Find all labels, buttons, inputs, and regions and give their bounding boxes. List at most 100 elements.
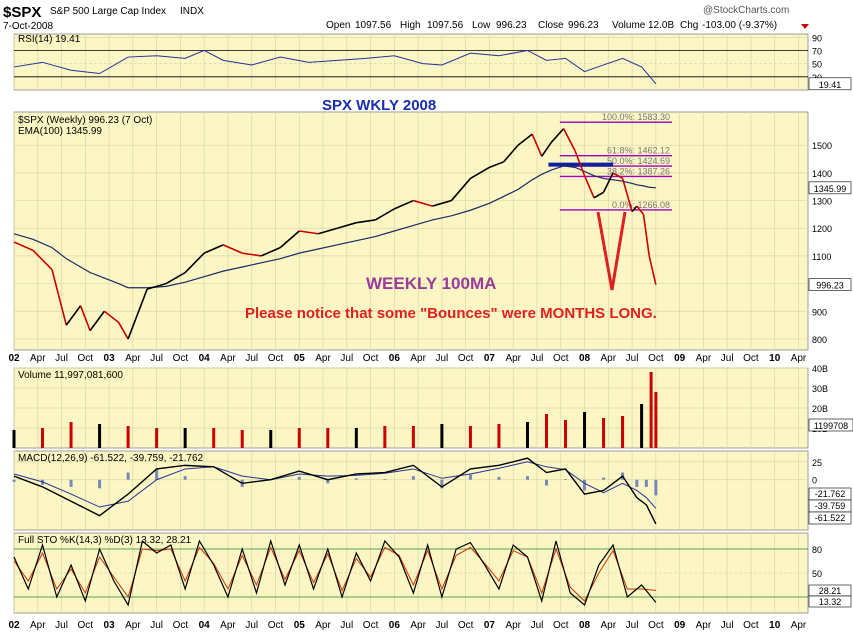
marks-layer: 02 02 Apr Apr Jul Jul Oct Oct 03 03 Apr Apr Jul Jul Oc… bbox=[8, 33, 853, 631]
price-last-value: 996.23 bbox=[816, 281, 844, 291]
price-panel bbox=[13, 111, 809, 351]
x-tick-label-sto: Oct bbox=[458, 620, 474, 631]
price-series-segment bbox=[146, 282, 167, 290]
x-tick-label-sto: Apr bbox=[505, 620, 521, 631]
volume-bar bbox=[621, 416, 625, 448]
x-tick-label-sto: 07 bbox=[484, 620, 496, 631]
volume-bar bbox=[326, 428, 330, 448]
rsi-last-value-box bbox=[808, 77, 852, 91]
x-tick-label-price: Jul bbox=[626, 353, 639, 364]
annotation-title: SPX WKLY 2008 bbox=[322, 97, 436, 114]
rsi-label: RSI(14) 19.41 bbox=[18, 34, 81, 45]
volume-bar bbox=[602, 418, 606, 448]
volume-bar bbox=[440, 424, 444, 448]
x-tick-label-price: 10 bbox=[769, 353, 781, 364]
macd-label: MACD(12,26,9) -61.522, -39.759, -21.762 bbox=[18, 453, 204, 464]
x-tick-label-sto: 06 bbox=[389, 620, 401, 631]
chg-label: Chg bbox=[680, 20, 698, 31]
macd-histogram-bar bbox=[98, 479, 102, 489]
macd-histogram-bar bbox=[326, 479, 330, 484]
x-tick-label-sto: 08 bbox=[579, 620, 591, 631]
volume-bar bbox=[240, 430, 244, 448]
x-tick-label-price: Apr bbox=[791, 353, 807, 364]
x-tick-label-price: Oct bbox=[648, 353, 664, 364]
x-tick-label-sto: Apr bbox=[315, 620, 331, 631]
price-series-segment bbox=[574, 150, 586, 176]
price-tick-label: 900 bbox=[812, 307, 827, 317]
x-tick-label-price: Apr bbox=[410, 353, 426, 364]
volume-label: Volume bbox=[612, 20, 646, 31]
high-value: 1097.56 bbox=[427, 20, 464, 31]
macd-histogram-bar bbox=[440, 479, 444, 489]
x-tick-label-sto: Oct bbox=[553, 620, 569, 631]
volume-bar bbox=[183, 428, 187, 448]
ema-last-value: 1345.99 bbox=[814, 184, 847, 194]
high-label: High bbox=[400, 20, 421, 31]
macd-histogram-bar bbox=[468, 474, 472, 480]
price-series-segment bbox=[394, 199, 414, 210]
volume-last-value-box bbox=[808, 418, 853, 432]
volume-bar bbox=[41, 428, 45, 448]
x-tick-label-sto: Jul bbox=[150, 620, 163, 631]
x-tick-label-sto: Oct bbox=[78, 620, 94, 631]
ema-last-value-box bbox=[808, 181, 852, 195]
x-tick-label-price: 05 bbox=[294, 353, 306, 364]
x-tick-label-sto: 02 bbox=[8, 620, 20, 631]
macd-panel bbox=[13, 450, 809, 531]
volume-bar bbox=[468, 426, 472, 448]
price-series-segment bbox=[612, 172, 623, 180]
fib-label: 61.8%: 1462.12 bbox=[607, 146, 670, 156]
volume-bar bbox=[98, 424, 102, 448]
price-series-segment bbox=[503, 144, 519, 163]
x-tick-label-sto: Jul bbox=[531, 620, 544, 631]
x-tick-label-sto: Jul bbox=[340, 620, 353, 631]
x-tick-label-price: Oct bbox=[268, 353, 284, 364]
volume-bar bbox=[354, 428, 358, 448]
price-tick-label: 1500 bbox=[812, 141, 832, 151]
x-tick-label-sto: Jul bbox=[245, 620, 258, 631]
price-series-segment bbox=[260, 246, 281, 257]
macd-histogram-bar bbox=[383, 479, 387, 480]
x-tick-label-sto: Apr bbox=[30, 620, 46, 631]
volume-bar bbox=[12, 430, 16, 448]
volume-bar bbox=[649, 372, 653, 448]
annotation-bounce-note: Please notice that some "Bounces" were M… bbox=[245, 305, 657, 322]
rsi-series-line bbox=[13, 49, 657, 85]
symbol-label: $SPX bbox=[3, 4, 41, 21]
fib-label: 50.0%: 1424.69 bbox=[607, 156, 670, 166]
price-series-segment bbox=[602, 172, 614, 193]
price-series-segment bbox=[299, 230, 319, 235]
price-tick-label: 1200 bbox=[812, 224, 832, 234]
x-tick-label-price: Jul bbox=[531, 353, 544, 364]
x-tick-label-price: 04 bbox=[199, 353, 211, 364]
volume-bar bbox=[411, 426, 415, 448]
x-tick-label-price: Oct bbox=[553, 353, 569, 364]
x-tick-label-sto: 03 bbox=[104, 620, 116, 631]
volume-last-value: 1199708 bbox=[814, 421, 848, 431]
macd-histogram-bar bbox=[155, 468, 159, 480]
price-series-segment bbox=[583, 175, 595, 199]
price-series-segment bbox=[593, 191, 604, 199]
price-series-segment bbox=[222, 244, 243, 254]
rsi-tick-label: 90 bbox=[812, 33, 822, 43]
x-tick-label-price: Jul bbox=[150, 353, 163, 364]
price-series-segment bbox=[32, 249, 53, 271]
macd-histogram-bar bbox=[12, 479, 16, 482]
fib-label: 0.0%: 1266.08 bbox=[612, 200, 670, 210]
x-tick-label-price: Apr bbox=[315, 353, 331, 364]
price-series-segment bbox=[562, 128, 576, 152]
sto-tick-label: 50 bbox=[812, 569, 822, 579]
x-tick-label-price: Oct bbox=[363, 353, 379, 364]
volume-bar bbox=[545, 414, 549, 448]
x-tick-label-price: 03 bbox=[104, 353, 116, 364]
macd-last-value-box bbox=[808, 511, 852, 525]
macd-histogram-bar bbox=[126, 472, 130, 480]
x-tick-label-sto: Apr bbox=[601, 620, 617, 631]
x-tick-label-sto: Apr bbox=[410, 620, 426, 631]
volume-bar bbox=[654, 392, 658, 448]
price-series-segment bbox=[413, 199, 433, 207]
price-series-segment bbox=[489, 161, 505, 169]
x-tick-label-sto: Apr bbox=[220, 620, 236, 631]
price-series-segment bbox=[184, 252, 205, 274]
